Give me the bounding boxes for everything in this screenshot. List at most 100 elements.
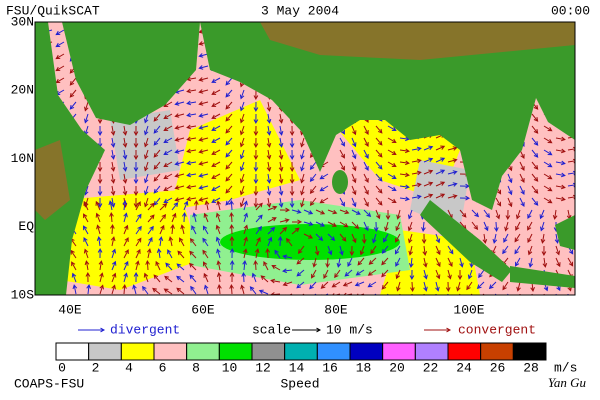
wind-arrow [300,161,305,172]
wind-arrow [153,125,161,134]
wind-arrow [297,245,305,254]
wind-arrow [159,224,165,235]
wind-arrow [203,212,209,223]
wind-arrow [225,137,233,146]
wind-arrow [239,197,245,208]
wind-arrow [399,136,410,142]
wind-arrow [189,274,197,283]
wind-arrow [396,209,401,220]
wind-arrow [198,137,209,142]
wind-arrow [186,172,197,178]
scale-label: scale [252,322,291,337]
wind-arrow [381,281,389,290]
wind-arrow [253,185,259,197]
wind-arrow [351,197,357,208]
wind-arrow [351,137,357,148]
wind-arrow [111,260,117,271]
wind-arrow [289,185,295,197]
wind-arrow [240,284,245,295]
wind-arrow [515,221,521,231]
wind-arrow [254,248,260,259]
wind-arrow [266,113,272,124]
wind-arrow [202,225,209,235]
wind-arrow [191,225,197,235]
wind-arrow [202,249,209,259]
wind-arrow [367,269,377,276]
wind-arrow [445,281,451,293]
wind-arrow [242,260,247,271]
wind-arrow [363,161,369,171]
wind-arrow [165,262,173,271]
wind-arrow [507,185,513,196]
wind-arrow [147,236,153,247]
wind-arrow [319,197,329,204]
wind-arrow [527,233,533,244]
wind-arrow [278,113,284,124]
wind-arrow [260,275,269,283]
wind-arrow [123,272,128,283]
wind-arrow [83,248,89,259]
wind-arrow [270,278,281,284]
wind-arrow [375,173,383,182]
wind-arrow [271,264,281,271]
wind-arrow [519,185,525,196]
wind-arrow [447,245,454,255]
wind-arrow [133,271,139,283]
divergent-label: divergent [110,322,180,337]
wind-arrow [216,260,222,271]
wind-arrow [211,149,221,155]
wind-arrow [502,245,509,255]
wind-arrow [296,257,305,265]
wind-arrow [300,137,305,148]
wind-arrow [516,281,521,292]
wind-arrow [303,209,314,215]
wind-arrow [457,269,463,281]
wind-arrow [153,137,161,146]
wind-arrow [410,281,415,293]
wind-arrow [152,287,161,295]
date: 3 May 2004 [261,3,339,18]
wind-arrow [411,182,422,188]
wind-arrow [279,226,288,235]
wind-arrow [289,137,295,149]
wind-arrow [211,185,221,191]
wind-arrow [278,137,284,148]
wind-arrow [229,259,235,271]
wind-arrow [278,161,284,172]
colorbar-box [414,342,449,361]
wind-arrow [72,284,78,295]
wind-arrow [55,65,65,72]
wind-arrow [229,235,235,247]
wind-arrow [289,197,295,209]
latitude-label: 10S [11,287,35,302]
wind-arrow [266,197,272,208]
wind-arrow [555,172,566,178]
wind-arrow [459,257,464,268]
wind-arrow [459,209,467,218]
wind-arrow [339,161,345,171]
wind-arrow [375,137,383,146]
wind-arrow [164,275,173,283]
wind-arrow [312,257,317,268]
wind-arrow [339,197,345,207]
wind-arrow [336,257,342,268]
wind-arrow [135,248,141,259]
wind-arrow [198,113,209,118]
latitude-label: 20N [11,83,34,98]
wind-arrow [266,101,272,112]
colorbar-box [480,342,514,361]
wind-arrow [97,125,103,137]
wind-arrow [163,149,173,156]
colorbar-box [186,342,220,361]
wind-arrow [216,272,222,283]
wind-arrow [447,158,458,163]
wind-arrow [253,259,258,271]
wind-arrow [163,137,173,144]
wind-arrow [531,173,539,182]
wind-arrow [399,160,410,166]
wind-arrow [243,236,248,247]
wind-arrow [339,245,344,256]
wind-arrow [99,284,104,295]
wind-arrow [167,249,173,259]
wind-arrow [351,233,357,244]
